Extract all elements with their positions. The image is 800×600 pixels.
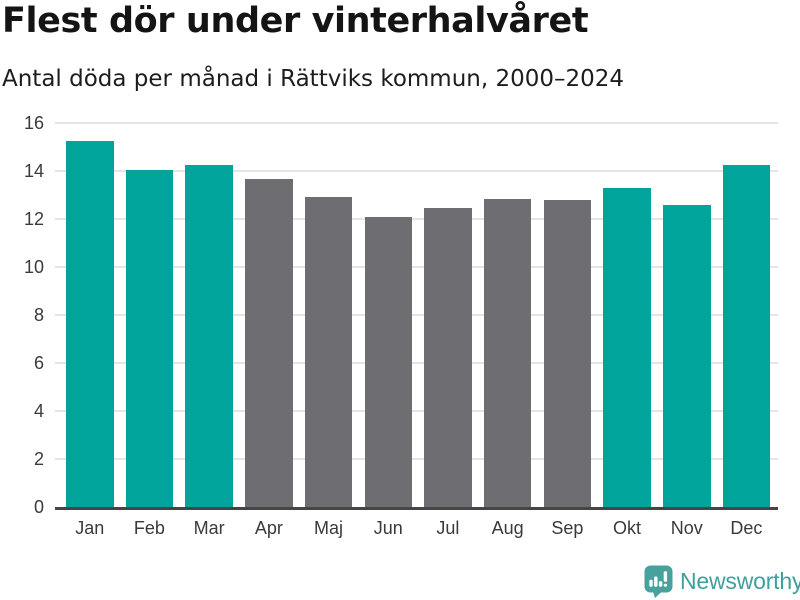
bar-apr [245,179,293,507]
bar-chart-speech-bubble-icon [644,565,673,598]
gridline [55,410,778,412]
y-axis-label: 4 [33,401,44,421]
y-axis-label: 12 [23,209,44,229]
x-axis-label: Jul [436,518,460,538]
x-axis-label: Jun [373,518,403,538]
gridline [55,458,778,460]
bar-jun [364,216,412,507]
y-axis-label: 0 [33,497,44,517]
x-axis-line [55,507,778,510]
x-axis-label: Maj [314,518,344,538]
bar-feb [125,169,174,507]
bar-mar [185,165,233,507]
x-axis-label: Okt [613,518,642,538]
bar-okt [603,187,651,507]
bar-jan [66,141,114,507]
bar-aug [483,198,532,507]
bar-maj [304,197,353,507]
x-axis-label: Feb [133,518,165,538]
y-axis-label: 2 [33,449,44,469]
bar-jul [424,208,472,507]
newsworthy-logo: Newsworthy [644,563,800,599]
chart-subtitle: Antal döda per månad i Rättviks kommun, … [2,66,625,92]
x-axis-label: Dec [730,518,763,538]
x-axis-label: Mar [193,518,225,538]
chart-title: Flest dör under vinterhalvåret [2,1,589,41]
gridline [55,266,778,268]
x-axis-label: Nov [670,518,703,538]
x-axis-label: Aug [491,518,524,538]
y-axis-label: 8 [33,305,44,325]
x-axis-label: Apr [254,518,283,538]
gridline [55,362,778,364]
gridline [55,218,778,220]
y-axis-label: 16 [23,113,44,133]
x-axis-label: Sep [551,518,584,538]
brand-name: Newsworthy [680,568,800,594]
y-axis-label: 10 [23,257,44,277]
gridline [55,314,778,316]
bar-nov [663,204,711,507]
gridline [55,122,778,124]
plot-area [55,122,778,507]
y-axis-label: 6 [33,353,44,373]
y-axis-label: 14 [23,161,44,181]
gridline [55,170,778,172]
bar-sep [543,199,592,507]
x-axis-label: Jan [75,518,105,538]
bar-dec [722,165,771,507]
